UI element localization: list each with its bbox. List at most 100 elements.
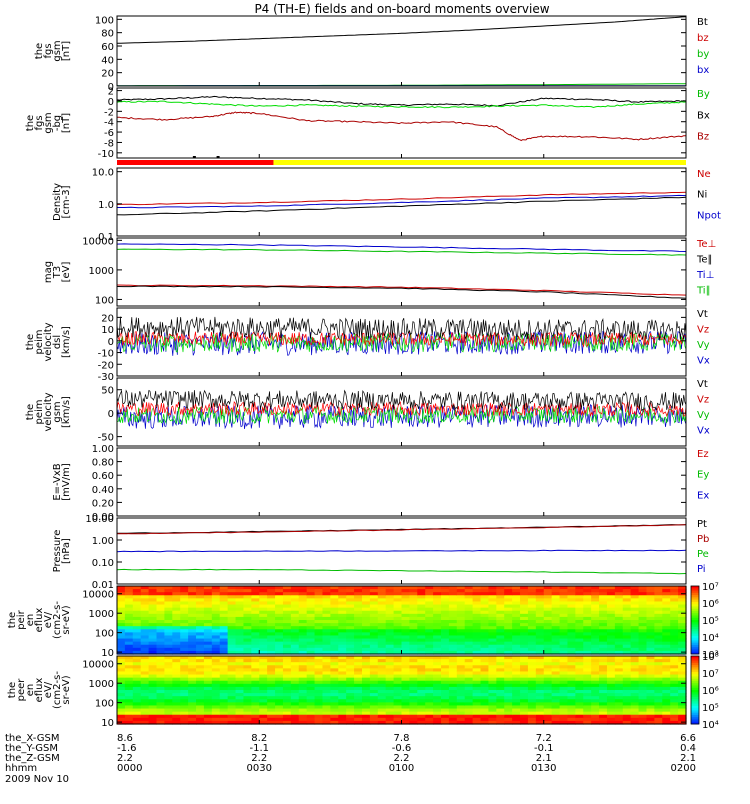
ytick-label: 1.00 bbox=[92, 536, 114, 547]
legend-bz: bz bbox=[697, 33, 709, 44]
legend-Vz: Vz bbox=[697, 395, 709, 406]
ytick-label: -10 bbox=[98, 149, 114, 160]
date-label: 2009 Nov 10 bbox=[5, 774, 69, 785]
panel-peer: 10⁴10⁵10⁶10⁷10⁸10100100010000thepeerenef… bbox=[7, 652, 719, 731]
ytick-label: 100 bbox=[95, 295, 114, 306]
ytick-label: 1000 bbox=[89, 609, 114, 620]
series-Bt bbox=[117, 17, 686, 44]
legend-Ey: Ey bbox=[697, 470, 709, 481]
ytick-label: 0 bbox=[108, 337, 114, 348]
colorbar-tick-label: 10⁵ bbox=[702, 616, 719, 627]
legend-Vz: Vz bbox=[697, 325, 709, 336]
ylabel-line: [nPa] bbox=[61, 538, 72, 564]
ytick-label: 0.20 bbox=[92, 498, 114, 509]
ytick-label: 10 bbox=[101, 718, 114, 729]
colorbar-tick-label: 10⁷ bbox=[702, 669, 719, 680]
legend-bx: bx bbox=[697, 65, 709, 76]
ephemeris-label: hhmm bbox=[5, 763, 37, 774]
legend-Te⊥: Te⊥ bbox=[696, 239, 716, 250]
ytick-label: -2 bbox=[104, 107, 114, 118]
ytick-label: 100 bbox=[95, 699, 114, 710]
ytick-label: 1000 bbox=[89, 266, 114, 277]
colorbar-tick-label: 10⁶ bbox=[702, 686, 719, 697]
legend-Pe: Pe bbox=[697, 549, 709, 560]
panel-efield: EzEyEx0.000.200.400.600.801.00E=-VxB[mV/… bbox=[52, 444, 709, 523]
ytick-label: 0.80 bbox=[92, 458, 114, 469]
ytick-label: 10000 bbox=[82, 660, 114, 671]
series-Ti⊥ bbox=[117, 244, 686, 252]
panel-velocity_perm: VtVzVyVx-30-20-1001020thepeimvelocitydsl… bbox=[25, 308, 710, 383]
ytick-label: -30 bbox=[98, 372, 114, 383]
legend-Pt: Pt bbox=[697, 519, 707, 530]
colorbar: 10⁴ 10⁵ 10⁶ 10⁷ 10⁸ bbox=[691, 652, 719, 731]
legend-Ez: Ez bbox=[697, 449, 709, 460]
legend-Bt: Bt bbox=[697, 17, 708, 28]
colorbar-tick-label: 10⁷ bbox=[702, 582, 719, 593]
ephemeris-value: 0030 bbox=[247, 763, 272, 774]
legend-Vt: Vt bbox=[697, 379, 708, 390]
ytick-label: -6 bbox=[104, 128, 114, 139]
status-segment bbox=[273, 160, 686, 165]
panel-frame bbox=[117, 448, 686, 516]
legend-Ni: Ni bbox=[697, 190, 707, 201]
legend-Ti⊥: Ti⊥ bbox=[696, 270, 714, 281]
panel-frame bbox=[117, 308, 686, 376]
series-Bx bbox=[117, 96, 686, 106]
ytick-label: 1.00 bbox=[92, 444, 114, 455]
series-By bbox=[117, 101, 686, 108]
ytick-label: 0.60 bbox=[92, 471, 114, 482]
colorbar-tick-label: 10⁵ bbox=[702, 703, 719, 714]
status-mark bbox=[193, 156, 196, 158]
series-Bz bbox=[117, 112, 686, 141]
colorbar-tick-label: 10⁴ bbox=[702, 633, 719, 644]
ytick-label: 60 bbox=[101, 42, 114, 53]
ylabel-line: [km/s] bbox=[61, 326, 72, 358]
ytick-label: 100 bbox=[95, 629, 114, 640]
series-Pi bbox=[117, 550, 686, 552]
ylabel-line: [nT] bbox=[61, 41, 72, 61]
ylabel-line: [km/s] bbox=[61, 396, 72, 428]
ylabel-line: [eV] bbox=[61, 262, 72, 283]
ytick-label: 100 bbox=[95, 15, 114, 26]
ylabel-line: sr-eV) bbox=[61, 675, 72, 704]
series-Npot bbox=[117, 195, 686, 207]
ytick-label: 50 bbox=[101, 386, 114, 397]
ytick-label: -4 bbox=[104, 118, 114, 129]
ephemeris-value: 0100 bbox=[389, 763, 414, 774]
ytick-label: 1000 bbox=[89, 679, 114, 690]
chart-title: P4 (TH-E) fields and on-board moments ov… bbox=[254, 2, 549, 16]
spectrogram-cells bbox=[117, 656, 687, 725]
ytick-label: 1.0 bbox=[98, 200, 114, 211]
legend-Bz: Bz bbox=[697, 132, 709, 143]
ylabel-line: [nT] bbox=[61, 113, 72, 133]
legend-By: By bbox=[697, 89, 710, 100]
ytick-label: 40 bbox=[101, 55, 114, 66]
ytick-label: 10 bbox=[101, 648, 114, 659]
legend-Vx: Vx bbox=[697, 356, 710, 367]
legend-Pb: Pb bbox=[697, 534, 709, 545]
ytick-label: 10000 bbox=[82, 236, 114, 247]
ytick-label: 20 bbox=[101, 313, 114, 324]
ephemeris-value: 0000 bbox=[117, 763, 142, 774]
colorbar-tick-label: 10⁶ bbox=[702, 599, 719, 610]
ytick-label: 10 bbox=[101, 325, 114, 336]
ytick-label: 10000 bbox=[82, 590, 114, 601]
panel-peir: 10³10⁴10⁵10⁶10⁷10100100010000thepeirenef… bbox=[7, 582, 719, 661]
panel-frame bbox=[117, 238, 686, 306]
legend-Vt: Vt bbox=[697, 309, 708, 320]
ytick-label: 10.00 bbox=[85, 514, 114, 525]
series-Pe bbox=[117, 569, 686, 573]
legend-Ne: Ne bbox=[697, 169, 711, 180]
status-mark bbox=[217, 156, 220, 158]
ytick-label: 0.40 bbox=[92, 485, 114, 496]
colorbar-tick-label: 10⁸ bbox=[702, 652, 719, 663]
status-segment bbox=[117, 160, 273, 165]
legend-Npot: Npot bbox=[697, 210, 721, 221]
colorbar-tick-label: 10⁴ bbox=[702, 720, 719, 731]
